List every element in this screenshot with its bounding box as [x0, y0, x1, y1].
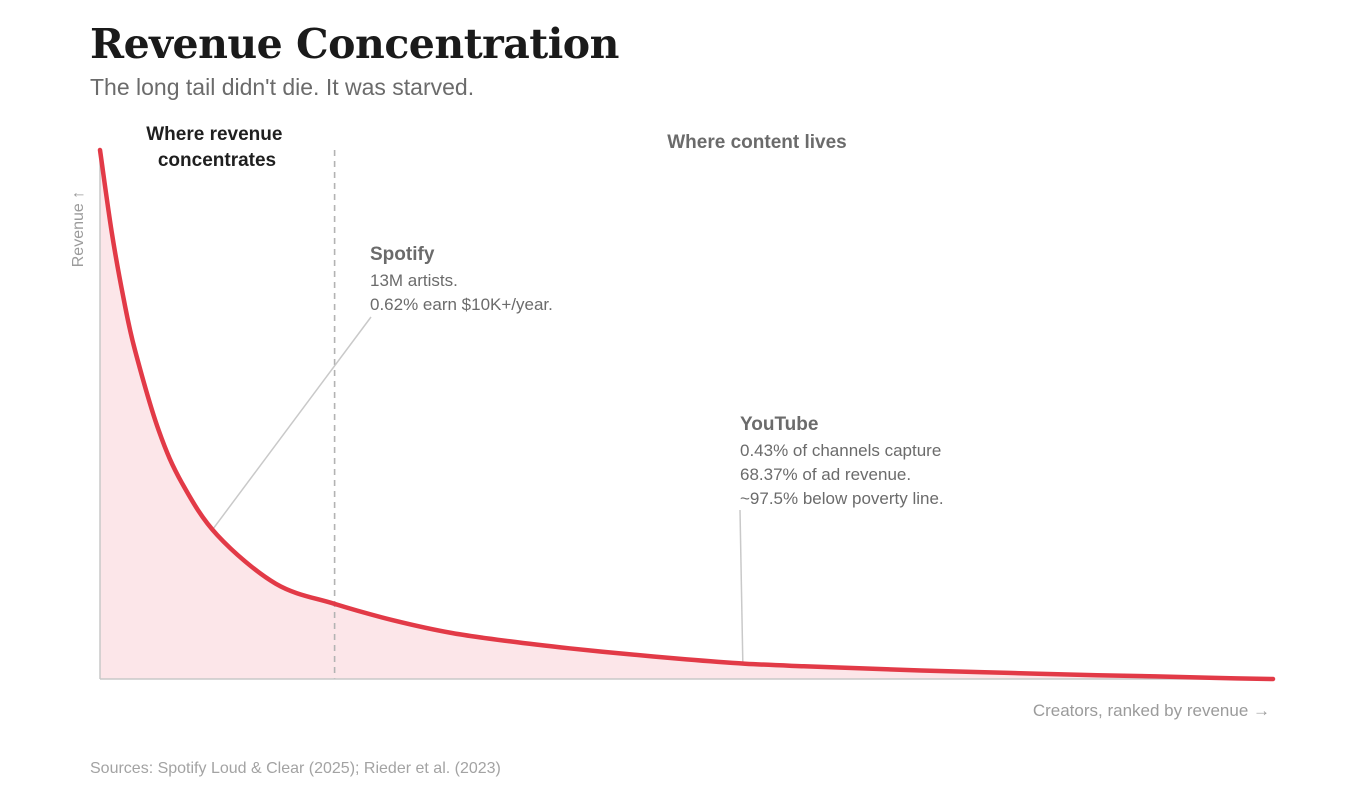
revenue-area-fill	[100, 150, 1273, 679]
youtube-annotation-line-3: ~97.5% below poverty line.	[740, 489, 944, 508]
spotify-leader-line	[213, 316, 372, 529]
region-label-head: Where revenue concentrates	[146, 124, 288, 171]
spotify-annotation-line-2: 0.62% earn $10K+/year.	[370, 295, 553, 314]
youtube-leader-line	[739, 509, 744, 662]
region-label-tail: Where content lives	[667, 132, 847, 153]
y-axis-label: Revenue ↑	[70, 191, 87, 268]
region-label-head-line-2: concentrates	[158, 150, 276, 171]
revenue-curve	[97, 147, 1276, 682]
region-label-head-line-1: Where revenue	[146, 124, 282, 145]
x-axis-label: Creators, ranked by revenue →	[1033, 701, 1270, 720]
chart-subtitle: The long tail didn't die. It was starved…	[90, 74, 475, 100]
chart-title: Revenue Concentration	[90, 20, 619, 68]
youtube-annotation-title: YouTube	[740, 414, 818, 435]
spotify-annotation-line-1: 13M artists.	[370, 271, 458, 290]
youtube-annotation-line-1: 0.43% of channels capture	[740, 441, 941, 460]
youtube-annotation-line-2: 68.37% of ad revenue.	[740, 465, 911, 484]
spotify-annotation-title: Spotify	[370, 244, 435, 265]
sources-note: Sources: Spotify Loud & Clear (2025); Ri…	[90, 760, 501, 777]
